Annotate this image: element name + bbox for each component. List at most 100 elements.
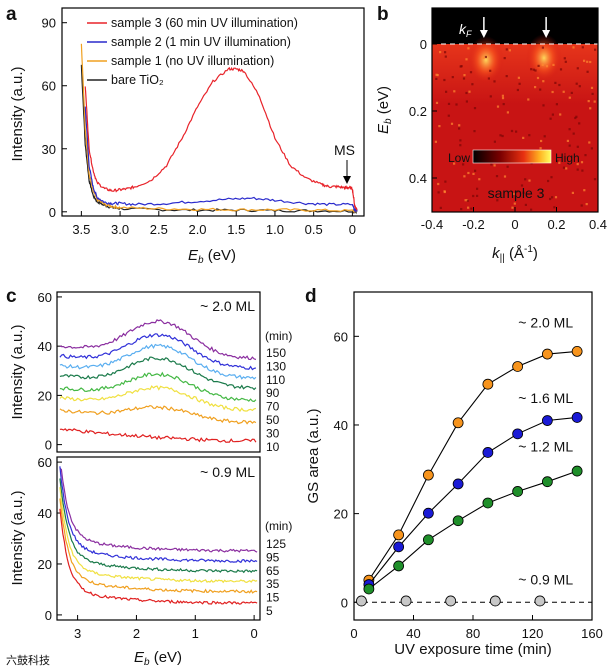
heatmap-glow — [432, 44, 598, 104]
heatmap-noise — [591, 92, 594, 95]
panel-c-bottom-series-line — [59, 487, 258, 584]
heatmap-noise — [571, 191, 574, 194]
minutes-label-top: 10 — [266, 440, 280, 454]
heatmap-noise — [580, 161, 584, 164]
panel-c-bottom-y-tick-label: 20 — [38, 557, 52, 572]
heatmap-noise — [474, 169, 477, 172]
heatmap-noise — [563, 57, 566, 60]
heatmap-noise — [540, 139, 543, 143]
heatmap-noise — [586, 70, 589, 73]
heatmap-noise — [453, 162, 456, 165]
heatmap-noise — [539, 88, 542, 91]
heatmap-noise — [593, 178, 597, 181]
panel-b-x-label: k|| (Å-1) — [492, 244, 538, 264]
heatmap-noise — [444, 180, 447, 183]
heatmap-noise — [588, 141, 591, 144]
panel-a-x-tick-label: 1.5 — [227, 222, 245, 237]
heatmap-noise — [506, 165, 509, 168]
panel-d-x-tick-label: 160 — [581, 626, 603, 641]
heatmap-noise — [572, 132, 575, 135]
kf-arrow-head — [542, 30, 551, 38]
heatmap-noise — [496, 199, 499, 202]
minutes-label-bottom: 125 — [266, 537, 286, 551]
heatmap-noise — [559, 113, 562, 116]
panel-a-y-tick-label: 0 — [49, 205, 56, 220]
heatmap-noise — [528, 179, 531, 182]
colorbar-high-label: High — [555, 151, 580, 165]
minutes-label-bottom: 35 — [266, 577, 280, 591]
heatmap-noise — [465, 91, 468, 95]
data-point — [512, 486, 524, 497]
heatmap-noise — [580, 204, 583, 207]
heatmap-noise — [593, 100, 596, 103]
heatmap-noise — [459, 144, 462, 147]
watermark: 六鼓科技 — [6, 653, 50, 667]
heatmap-noise — [447, 114, 450, 117]
minutes-label-bottom: 15 — [266, 591, 280, 605]
panel-letter-a: a — [6, 4, 17, 25]
heatmap-noise — [542, 80, 545, 83]
heatmap-noise — [542, 104, 545, 107]
heatmap-noise — [578, 122, 581, 125]
minutes-label-top: 30 — [266, 426, 280, 440]
heatmap-noise — [501, 97, 505, 100]
panel-c-x-label: Eb (eV) — [134, 649, 182, 668]
data-point — [512, 361, 524, 372]
panel-c-bottom-y-label: Intensity (a.u.) — [9, 490, 26, 585]
panel-b-x-tick-label: -0.2 — [462, 217, 484, 232]
coverage-label-2-0-ml: ~ 2.0 ML — [200, 298, 255, 314]
heatmap-noise — [556, 160, 559, 163]
heatmap-noise — [503, 175, 507, 178]
heatmap-noise — [489, 69, 492, 72]
heatmap-noise — [530, 68, 533, 71]
panel-c-top-frame — [56, 291, 261, 453]
panel-c-top-series-line — [59, 319, 257, 361]
data-point — [541, 415, 553, 426]
panel-a-line-chart: 3.5 3.0 2.5 2.0 1.5 1.0 0.5 0 0 30 60 90 sample 3 (… — [9, 7, 365, 266]
legend-label: bare TiO₂ — [111, 73, 164, 87]
data-point — [482, 378, 494, 390]
heatmap-noise — [437, 191, 440, 194]
heatmap-noise — [453, 90, 456, 93]
heatmap-noise — [568, 144, 571, 147]
panel-a-frame — [61, 7, 365, 217]
data-point — [541, 348, 553, 360]
panel-a-y-tick-label: 30 — [42, 142, 56, 157]
panel-a-x-tick-label: 1.0 — [266, 222, 284, 237]
minutes-label-top: 50 — [266, 413, 280, 427]
heatmap-noise — [445, 90, 448, 93]
panel-c-bottom-series-line — [59, 508, 258, 605]
heatmap-noise — [581, 169, 584, 172]
heatmap-noise — [464, 199, 467, 202]
heatmap-noise — [467, 206, 470, 209]
heatmap-noise — [565, 167, 568, 170]
heatmap-noise — [501, 134, 504, 138]
heatmap-noise — [551, 90, 554, 94]
panel-c-top-y-tick-label: 60 — [38, 290, 52, 305]
heatmap-noise — [547, 179, 550, 183]
panel-c-top-y-label: Intensity (a.u.) — [9, 324, 26, 419]
panel-a-x-tick-label: 3.0 — [111, 222, 129, 237]
heatmap-noise — [568, 96, 571, 99]
panel-c-top-series-line — [59, 385, 257, 412]
panel-c-bottom-series-line — [59, 466, 258, 564]
heatmap-noise — [467, 47, 470, 50]
panel-c-bottom-frame — [56, 456, 261, 621]
heatmap-band-left — [468, 36, 504, 84]
heatmap-noise — [517, 76, 520, 79]
heatmap-noise — [439, 51, 442, 54]
heatmap-noise — [496, 105, 500, 108]
heatmap-noise — [465, 58, 468, 61]
panel-d-y-tick-label: 60 — [334, 329, 348, 344]
panel-b-x-tick-label: 0.4 — [589, 217, 607, 232]
data-point — [445, 595, 457, 607]
heatmap-noise — [552, 63, 555, 66]
heatmap-noise — [470, 207, 473, 210]
heatmap-noise — [489, 95, 492, 98]
heatmap-noise — [493, 164, 496, 167]
heatmap-noise — [437, 182, 440, 186]
series-label: ~ 1.6 ML — [518, 390, 573, 406]
heatmap-noise — [473, 130, 476, 133]
heatmap-noise — [505, 48, 508, 51]
panel-c-bottom-y-tick-label: 0 — [45, 608, 52, 623]
